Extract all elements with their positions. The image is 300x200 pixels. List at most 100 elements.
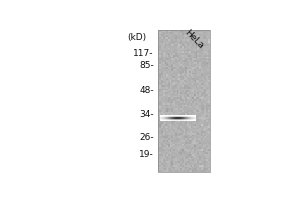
Bar <box>166 112 168 114</box>
Bar <box>173 73 175 75</box>
Bar <box>208 69 210 71</box>
Bar <box>178 76 181 78</box>
Bar <box>199 151 201 153</box>
Bar <box>166 124 168 126</box>
Bar <box>204 156 206 158</box>
Bar <box>180 34 182 36</box>
Bar <box>204 159 206 162</box>
Bar <box>173 113 175 116</box>
Bar <box>177 120 179 123</box>
Bar <box>189 142 191 144</box>
Bar <box>197 156 200 158</box>
Bar <box>181 115 182 116</box>
Bar <box>202 163 205 165</box>
Bar <box>170 119 171 120</box>
Bar <box>208 83 210 85</box>
Bar <box>202 117 205 119</box>
Bar <box>173 83 175 85</box>
Bar <box>196 57 198 59</box>
Bar <box>158 32 160 34</box>
Bar <box>187 167 189 169</box>
Bar <box>159 154 161 156</box>
Bar <box>180 144 182 146</box>
Bar <box>202 44 205 46</box>
Bar <box>164 80 167 82</box>
Bar <box>190 80 193 82</box>
Bar <box>204 144 206 146</box>
Bar <box>180 152 182 155</box>
Bar <box>164 117 165 118</box>
Bar <box>159 74 161 77</box>
Bar <box>185 161 188 163</box>
Bar <box>161 163 163 165</box>
Bar <box>168 108 170 110</box>
Bar <box>202 115 205 117</box>
Bar <box>192 34 194 36</box>
Bar <box>187 126 189 128</box>
Bar <box>163 142 165 144</box>
Bar <box>170 110 172 112</box>
Bar <box>187 122 189 124</box>
Bar <box>178 118 179 119</box>
Bar <box>192 60 194 62</box>
Bar <box>173 101 175 103</box>
Bar <box>184 43 186 45</box>
Bar <box>204 57 206 59</box>
Bar <box>164 128 167 130</box>
Text: 117-: 117- <box>133 49 154 58</box>
Bar <box>159 99 161 101</box>
Bar <box>168 80 170 82</box>
Bar <box>159 167 161 169</box>
Bar <box>180 85 182 87</box>
Bar <box>196 37 198 39</box>
Bar <box>172 113 174 116</box>
Bar <box>208 112 210 114</box>
Bar <box>206 138 208 140</box>
Bar <box>182 117 183 118</box>
Bar <box>208 136 210 139</box>
Bar <box>166 115 168 117</box>
Bar <box>168 129 170 131</box>
Bar <box>177 83 179 85</box>
Bar <box>182 60 184 62</box>
Bar <box>180 74 182 77</box>
Bar <box>178 112 181 114</box>
Bar <box>187 113 189 116</box>
Bar <box>184 108 186 110</box>
Bar <box>182 129 184 131</box>
Bar <box>180 44 182 46</box>
Bar <box>188 117 189 118</box>
Bar <box>168 152 170 155</box>
Bar <box>170 149 172 151</box>
Bar <box>158 67 160 70</box>
Bar <box>161 112 163 114</box>
Bar <box>178 110 181 112</box>
Bar <box>202 131 205 133</box>
Bar <box>206 46 208 48</box>
Bar <box>158 101 160 103</box>
Bar <box>175 32 177 34</box>
Bar <box>158 30 210 172</box>
Bar <box>170 32 172 34</box>
Bar <box>184 138 186 140</box>
Bar <box>182 117 183 118</box>
Bar <box>178 69 181 71</box>
Bar <box>192 96 194 98</box>
Bar <box>206 74 208 77</box>
Bar <box>182 144 184 146</box>
Bar <box>166 156 168 158</box>
Bar <box>175 67 177 70</box>
Bar <box>173 92 175 94</box>
Bar <box>204 92 206 94</box>
Bar <box>164 60 167 62</box>
Bar <box>199 128 201 130</box>
Bar <box>201 58 203 61</box>
Bar <box>178 170 181 172</box>
Bar <box>170 117 171 118</box>
Bar <box>173 115 175 117</box>
Bar <box>192 142 194 144</box>
Bar <box>189 117 191 119</box>
Bar <box>167 118 168 119</box>
Bar <box>189 80 191 82</box>
Bar <box>190 120 191 121</box>
